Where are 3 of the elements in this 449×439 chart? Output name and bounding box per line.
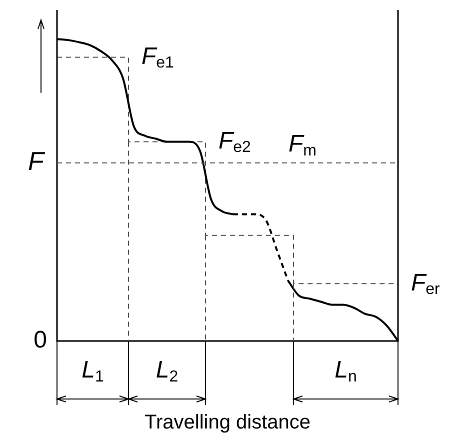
text: 0 [34,326,48,354]
x-axis-title: Travelling distance [144,412,311,434]
y-axis-title: F [28,146,46,176]
